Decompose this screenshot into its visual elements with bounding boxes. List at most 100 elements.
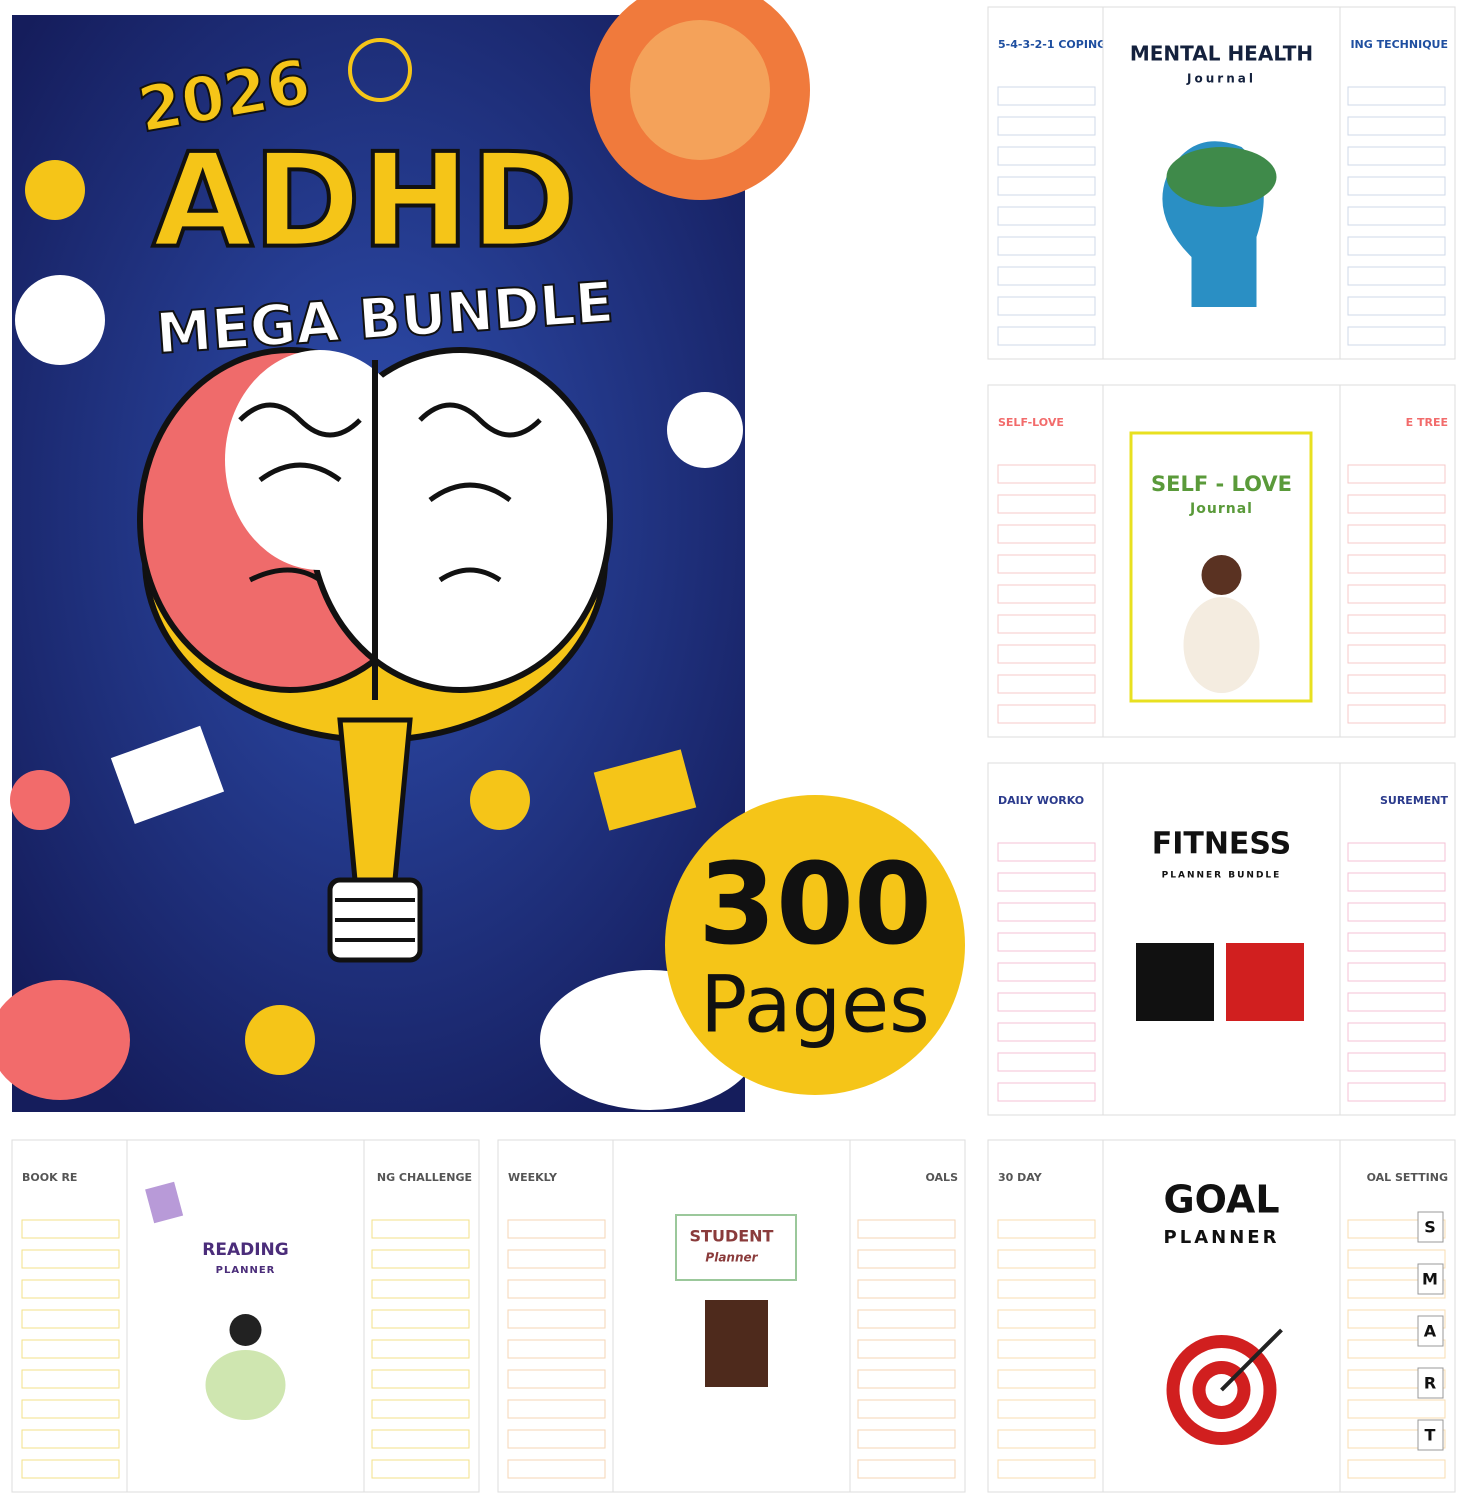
- left-page: [987, 762, 1106, 1116]
- page-line: [507, 1369, 606, 1389]
- page-line: [371, 1369, 470, 1389]
- page-line: [1347, 614, 1446, 634]
- page-line: [1347, 1022, 1446, 1042]
- page-line: [1347, 1279, 1446, 1299]
- page-line: [997, 1429, 1096, 1449]
- planner-set: SELF-LOVE E TREE SELF - LOVE Journal: [987, 384, 1456, 738]
- planner-set: DAILY WORKO SUREMENT FITNESS PLANNER BUNDLE: [987, 762, 1456, 1116]
- planner-set: WEEKLY OALS STUDENT Planner: [497, 1139, 966, 1493]
- page-line: [857, 1309, 956, 1329]
- smart-letter: M: [1422, 1270, 1438, 1289]
- page-line: [1347, 116, 1446, 136]
- page-line: [997, 1369, 1096, 1389]
- page-line: [1347, 524, 1446, 544]
- doodle: [593, 749, 697, 831]
- page-line: [997, 1459, 1096, 1479]
- page-line: [857, 1219, 956, 1239]
- page-line: [997, 704, 1096, 724]
- leaves: [1166, 147, 1277, 207]
- page-line: [1347, 1339, 1446, 1359]
- left-page: [497, 1139, 616, 1493]
- right-page: [1337, 384, 1456, 738]
- smart-letter: A: [1424, 1322, 1437, 1341]
- page-line: [997, 236, 1096, 256]
- doodle: [15, 275, 105, 365]
- cover-subtitle: PLANNER BUNDLE: [1162, 871, 1282, 881]
- right-page: [1337, 6, 1456, 360]
- book-icon: [145, 1181, 184, 1224]
- planner-set: 30 DAY OAL SETTING GOAL PLANNER: [987, 1139, 1456, 1493]
- page-line: [857, 1399, 956, 1419]
- page-line: [857, 1249, 956, 1269]
- page-line: [507, 1429, 606, 1449]
- left-page: [987, 384, 1106, 738]
- page-line: [21, 1279, 120, 1299]
- page-line: [997, 206, 1096, 226]
- page-line: [997, 296, 1096, 316]
- left-heading: WEEKLY: [508, 1171, 558, 1184]
- page-line: [1347, 584, 1446, 604]
- page-line: [997, 1052, 1096, 1072]
- page-line: [1347, 236, 1446, 256]
- smart-box: [1417, 1315, 1444, 1347]
- brain: [137, 347, 613, 963]
- page-line: [997, 992, 1096, 1012]
- page-line: [997, 266, 1096, 286]
- page-line: [1347, 1369, 1446, 1389]
- cover-subtitle: Journal: [1186, 72, 1256, 86]
- page-line: [1347, 872, 1446, 892]
- page-line: [997, 524, 1096, 544]
- smart-box: [1417, 1367, 1444, 1399]
- page-line: [1347, 266, 1446, 286]
- page-line: [1347, 464, 1446, 484]
- page-line: [997, 902, 1096, 922]
- page-line: [1347, 962, 1446, 982]
- cover-title: MENTAL HEALTH: [1130, 42, 1313, 66]
- smart-letter: S: [1424, 1218, 1436, 1237]
- page-line: [21, 1309, 120, 1329]
- page-line: [1347, 326, 1446, 346]
- doodle-sun-inner: [630, 20, 770, 160]
- page-line: [997, 1339, 1096, 1359]
- page-line: [371, 1309, 470, 1329]
- page-line: [507, 1279, 606, 1299]
- planner-set: BOOK RE NG CHALLENGE READING PLANNER: [11, 1139, 480, 1493]
- page-line: [1347, 146, 1446, 166]
- page-line: [857, 1459, 956, 1479]
- right-heading: OAL SETTING: [1367, 1171, 1448, 1184]
- page-line: [21, 1369, 120, 1389]
- page-line: [857, 1429, 956, 1449]
- doodle: [245, 1005, 315, 1075]
- page-line: [997, 326, 1096, 346]
- page-line: [1347, 842, 1446, 862]
- woman-head: [1201, 555, 1242, 595]
- cover-title: READING: [202, 1240, 288, 1260]
- page-line: [1347, 86, 1446, 106]
- page-line: [1347, 704, 1446, 724]
- page-line: [507, 1399, 606, 1419]
- page-line: [507, 1339, 606, 1359]
- woman-body: [1183, 597, 1260, 693]
- page-line: [997, 614, 1096, 634]
- cover-title: GOAL: [1163, 1178, 1279, 1222]
- left-heading: DAILY WORKO: [998, 794, 1084, 807]
- page-line: [1347, 674, 1446, 694]
- page-line: [997, 1219, 1096, 1239]
- right-heading: NG CHALLENGE: [377, 1171, 472, 1184]
- notebook: [705, 1300, 768, 1387]
- page-line: [1347, 932, 1446, 952]
- page-line: [1347, 1459, 1446, 1479]
- page-line: [997, 1022, 1096, 1042]
- left-heading: 30 DAY: [998, 1171, 1043, 1184]
- badge-label: Pages: [700, 960, 929, 1050]
- page-line: [997, 932, 1096, 952]
- page-line: [997, 1399, 1096, 1419]
- page-line: [1347, 296, 1446, 316]
- dart: [1220, 1328, 1283, 1392]
- badge-circle: [665, 795, 965, 1095]
- page-line: [507, 1249, 606, 1269]
- page-line: [997, 86, 1096, 106]
- cover-title: STUDENT: [690, 1227, 774, 1246]
- girl-head: [229, 1314, 262, 1346]
- cover-title: FITNESS: [1152, 827, 1292, 862]
